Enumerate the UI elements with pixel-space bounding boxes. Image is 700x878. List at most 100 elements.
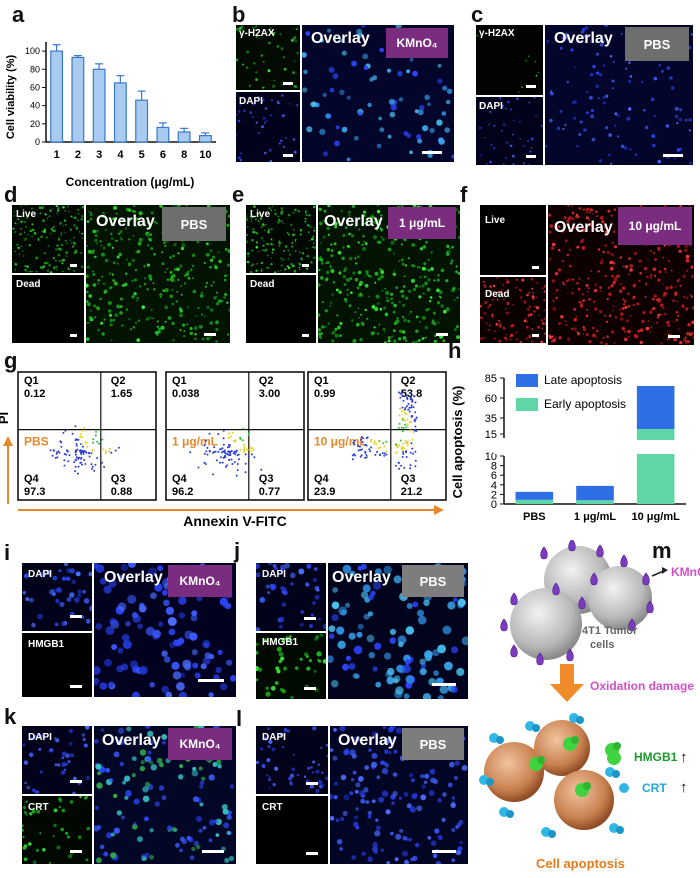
cell-dot: [592, 326, 595, 330]
cell-dot: [402, 835, 407, 841]
cell-dot: [168, 628, 176, 636]
cell-dot: [483, 311, 487, 315]
cell-dot: [283, 222, 285, 224]
cell-dot: [479, 154, 482, 157]
flow-event-dot: [189, 451, 192, 454]
chart-g-flow: Q10.12Q21.65Q497.3Q30.88PBSQ10.038Q23.00…: [0, 371, 447, 529]
cell-dot: [288, 776, 293, 781]
cell-dot: [555, 224, 558, 227]
cell-dot: [86, 290, 89, 294]
cell-dot: [89, 309, 92, 312]
cell-dot: [219, 597, 228, 606]
i-hmgb1-label: HMGB1: [28, 639, 65, 650]
cell-dot: [690, 32, 693, 36]
cell-dot: [330, 816, 335, 821]
cell-dot: [364, 222, 366, 224]
cell-dot: [654, 274, 657, 277]
cell-dot: [610, 214, 613, 217]
kmno4-droplet: [568, 540, 576, 552]
cell-dot: [609, 266, 614, 271]
cell-dot: [658, 63, 661, 67]
cell-dot: [191, 649, 198, 656]
cell-dot: [691, 332, 694, 335]
cell-dot: [504, 336, 507, 340]
cell-dot: [256, 563, 260, 569]
flow-event-dot: [403, 447, 406, 450]
cell-dot: [47, 245, 50, 247]
cell-dot: [395, 686, 404, 695]
cell-dot: [689, 332, 693, 337]
cell-dot: [110, 832, 115, 837]
chart-h-bar-segment: [576, 500, 614, 504]
cell-dot: [571, 292, 574, 295]
cell-dot: [336, 839, 343, 845]
cell-dot: [368, 219, 370, 222]
l-crt-image: CRT: [256, 796, 328, 864]
cell-dot: [53, 823, 57, 828]
cell-dot: [147, 216, 149, 219]
cell-dot: [378, 116, 383, 121]
cell-dot: [292, 228, 295, 231]
cell-dot: [400, 258, 404, 262]
scale-bar: [70, 264, 77, 267]
flow-event-dot: [77, 465, 80, 468]
b-dapi-label: DAPI: [239, 96, 263, 107]
cell-dot: [142, 786, 149, 793]
flow-event-dot: [402, 399, 405, 402]
cell-dot: [609, 55, 613, 58]
cell-dot: [453, 776, 458, 780]
cell-dot: [684, 248, 688, 252]
cell-dot: [595, 52, 599, 56]
cell-dot: [288, 253, 292, 256]
cell-dot: [252, 228, 255, 231]
cell-dot: [562, 283, 566, 286]
chart-a-ytick-label: 80: [30, 64, 40, 74]
cell-dot: [686, 331, 690, 336]
cell-dot: [407, 319, 411, 323]
cell-dot: [529, 150, 532, 153]
cell-dot: [153, 288, 156, 291]
cell-dot: [622, 298, 625, 301]
flow-event-dot: [243, 450, 246, 453]
cell-dot: [425, 308, 429, 312]
cell-dot: [398, 300, 402, 304]
cell-dot: [132, 326, 136, 329]
chart-g-ylabel: PI: [0, 412, 11, 424]
cell-dot: [390, 297, 394, 301]
cell-dot: [563, 216, 567, 219]
cell-dot: [192, 662, 199, 669]
cell-dot: [217, 764, 222, 769]
cell-dot: [368, 295, 370, 298]
cell-dot: [312, 578, 318, 583]
cell-dot: [278, 616, 285, 623]
j-overlay-label: Overlay: [332, 569, 391, 586]
cell-dot: [424, 325, 428, 330]
cell-dot: [333, 330, 337, 333]
flow-event-dot: [101, 438, 104, 441]
cell-dot: [169, 271, 173, 274]
cell-dot: [544, 309, 546, 312]
cell-dot: [414, 842, 420, 848]
cell-dot: [138, 604, 147, 613]
cell-dot: [296, 773, 300, 777]
cell-dot: [94, 238, 98, 242]
cell-dot: [455, 849, 461, 856]
cell-dot: [282, 56, 285, 59]
cell-dot: [247, 226, 249, 228]
f-10ug-tag: 10 μg/mL: [618, 207, 692, 245]
cell-dot: [421, 784, 426, 789]
cell-dot: [446, 99, 451, 105]
cell-dot: [164, 244, 167, 248]
chart-h-ylabel: Cell apoptosis (%): [450, 386, 465, 499]
cell-dot: [593, 288, 598, 293]
cell-dot: [605, 342, 608, 345]
cell-dot: [330, 243, 333, 246]
cell-dot: [88, 211, 91, 213]
cell-dot: [350, 778, 355, 782]
cell-dot: [342, 564, 352, 574]
cell-dot: [230, 675, 236, 682]
cell-dot: [557, 126, 560, 130]
cell-dot: [14, 250, 16, 253]
cell-dot: [260, 269, 263, 272]
cell-dot: [342, 275, 347, 279]
